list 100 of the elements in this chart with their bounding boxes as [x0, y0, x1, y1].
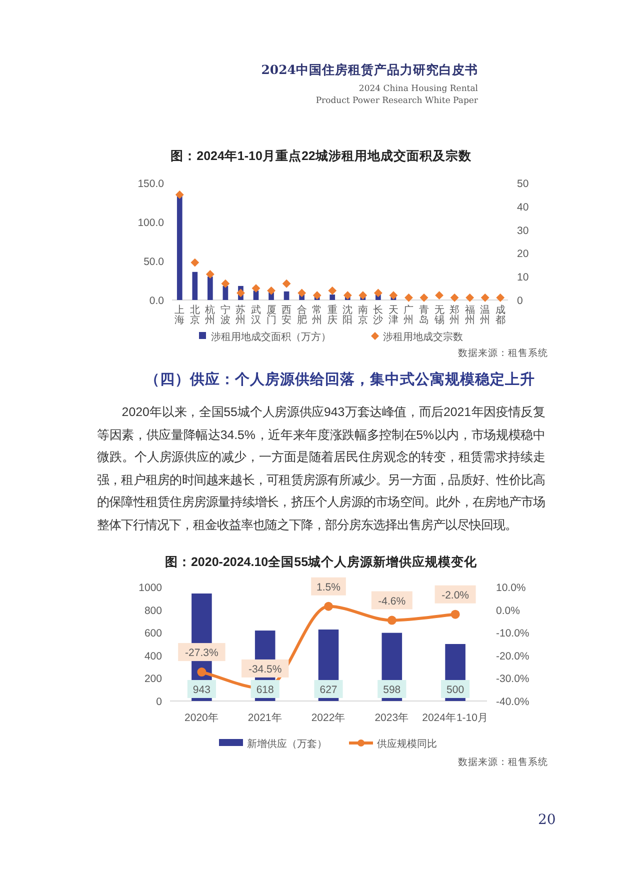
y2-tick-label: 40	[517, 201, 529, 214]
point	[480, 293, 490, 302]
x-tick-label: 成都	[495, 304, 506, 326]
y-tick-label: 600	[144, 628, 162, 640]
x-tick-label: 长沙	[373, 304, 384, 326]
bar	[284, 291, 290, 300]
y2-tick-label: -10.0%	[496, 628, 530, 640]
point	[404, 293, 413, 302]
point	[374, 288, 382, 298]
x-tick-label: 2022年	[311, 712, 346, 724]
x-tick-label: 武汉	[251, 304, 261, 326]
point	[252, 284, 260, 292]
x-tick-label: 西安	[282, 305, 292, 326]
data-label: 627	[320, 684, 338, 696]
bar	[208, 276, 213, 300]
y2-tick-label: 20	[517, 248, 529, 260]
y2-tick-label: 0.0%	[496, 604, 520, 617]
text: 20	[538, 812, 556, 828]
bar	[192, 272, 198, 300]
x-tick-label: 2020年	[184, 712, 219, 724]
point	[466, 293, 474, 302]
y-tick-label: 150.0	[138, 178, 164, 190]
chart-title: 图：2020-2024.10全国55城个人房源新增供应规模变化	[164, 554, 478, 569]
x-tick-label: 厦门	[266, 305, 276, 326]
y-tick-label: 0.0	[149, 295, 164, 307]
x-tick-label: 合肥	[296, 304, 307, 326]
point	[206, 270, 214, 278]
text: 2024 China Housing Rental	[358, 83, 478, 95]
x-tick-label: 杭州	[204, 304, 216, 326]
point	[435, 291, 444, 300]
x-tick-label: 2023年	[374, 712, 410, 724]
x-tick-label: 北京	[190, 304, 200, 326]
bar	[330, 294, 336, 300]
y2-tick-label: 0	[517, 295, 523, 307]
legend-label: 涉租用地成交面积（万方）	[211, 331, 331, 343]
point	[312, 291, 322, 300]
text: （四）供应：个人房源供给回落，集中式公寓规模稳定上升	[145, 370, 536, 389]
point	[358, 291, 368, 300]
y2-tick-label: 10	[517, 272, 529, 284]
point	[267, 286, 276, 295]
y-tick-label: 50.0	[144, 256, 164, 268]
point	[236, 288, 245, 298]
x-tick-label: 郑州	[450, 304, 460, 326]
point	[190, 258, 200, 267]
point	[387, 616, 396, 625]
y2-tick-label: 10.0%	[496, 582, 526, 594]
y-tick-label: 100.0	[138, 217, 164, 229]
data-label: -4.6%	[378, 595, 406, 608]
data-label: -34.5%	[248, 663, 282, 676]
point	[197, 668, 206, 677]
y2-tick-label: -40.0%	[496, 696, 530, 708]
y2-tick-label: -20.0%	[496, 650, 530, 662]
x-tick-label: 广州	[404, 304, 414, 326]
y2-tick-label: 50	[517, 178, 529, 190]
point	[450, 610, 460, 619]
point	[343, 291, 352, 300]
source-note: 数据来源：租售系统	[458, 756, 548, 768]
x-tick-label: 南京	[358, 304, 368, 326]
point	[389, 291, 398, 300]
point	[324, 602, 333, 611]
data-label: -27.3%	[185, 647, 218, 660]
x-tick-label: 上海	[174, 304, 185, 326]
point	[496, 293, 505, 302]
y2-tick-label: -30.0%	[496, 673, 530, 686]
x-tick-label: 2021年	[248, 712, 282, 724]
chart-title: 图：2024年1-10月重点22城涉租用地成交面积及宗数	[170, 148, 472, 163]
x-tick-label: 沈阳	[342, 304, 353, 326]
text: 2020年以来，全国55城个人房源供应943万套达峰值，而后2021年因疫情反复等因素，供应量降幅达34.5%，近年来年度涨跌幅多控制在5%以内，市场规模稳中微跌。个人房源供应的减少，一方面是随着居民住房观念的转变，租赁需求持续走强，租户租房的时间越来越长，可租赁房源有所减少。另一方面，品质好、性价比高的保障性租赁住房房源量持续增长，挤压个人房源的市场空间。此外，在房地产市场整体下行情况下，租金收益率也随之下降，部分房东选择出售房产以尽快回现。	[97, 404, 545, 534]
y-tick-label: 0	[156, 696, 162, 708]
point	[175, 190, 184, 199]
data-label: 500	[446, 684, 464, 696]
x-tick-label: 青岛	[419, 304, 429, 326]
point	[282, 279, 291, 288]
x-tick-label: 2024年1-10月	[422, 712, 488, 724]
point	[221, 279, 230, 288]
point	[420, 293, 428, 302]
point	[450, 293, 459, 302]
point	[328, 286, 337, 295]
y-tick-label: 1000	[138, 582, 162, 594]
data-label: 1.5%	[316, 581, 340, 594]
y-tick-label: 400	[144, 650, 162, 662]
data-label: -2.0%	[442, 589, 470, 602]
x-tick-label: 宁波	[220, 304, 230, 326]
y-tick-label: 800	[144, 604, 162, 617]
data-label: 943	[192, 684, 211, 696]
text: 2024中国住房租赁产品力研究白皮书	[261, 62, 478, 79]
legend-label: 供应规模同比	[377, 738, 437, 750]
x-tick-label: 无锡	[433, 305, 444, 326]
x-tick-label: 福州	[464, 304, 475, 326]
data-label: 598	[383, 684, 401, 696]
text: Product Power Research White Paper	[314, 95, 478, 107]
legend-label: 涉租用地成交宗数	[383, 331, 463, 343]
bar	[176, 194, 182, 300]
x-tick-label: 天津	[388, 305, 398, 326]
legend-label: 新增供应（万套）	[247, 738, 327, 750]
x-tick-label: 苏州	[236, 304, 246, 326]
point	[298, 288, 306, 298]
y-tick-label: 200	[144, 673, 162, 686]
y2-tick-label: 30	[517, 224, 529, 237]
x-tick-label: 温州	[480, 304, 490, 326]
